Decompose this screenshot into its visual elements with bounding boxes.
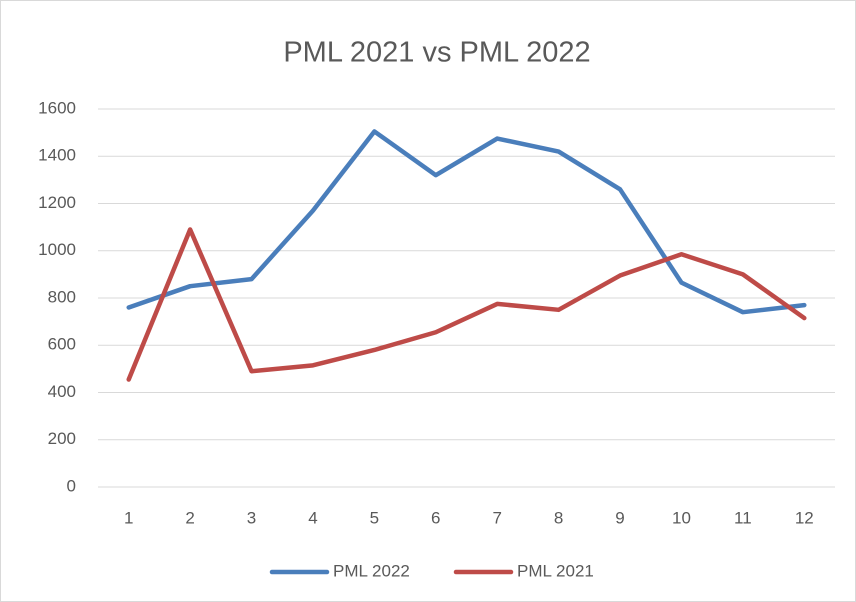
x-tick-label: 9 bbox=[615, 508, 624, 527]
y-tick-label: 1200 bbox=[38, 193, 76, 212]
x-tick-label: 2 bbox=[185, 508, 194, 527]
legend-label: PML 2022 bbox=[333, 561, 410, 580]
x-tick-label: 4 bbox=[308, 508, 317, 527]
x-tick-label: 7 bbox=[492, 508, 501, 527]
legend-label: PML 2021 bbox=[517, 561, 594, 580]
x-tick-label: 8 bbox=[554, 508, 563, 527]
series-line bbox=[126, 129, 807, 315]
series-line bbox=[126, 227, 807, 382]
x-tick-label: 1 bbox=[124, 508, 133, 527]
y-tick-label: 0 bbox=[67, 476, 76, 495]
y-tick-label: 200 bbox=[48, 429, 76, 448]
x-tick-label: 11 bbox=[734, 508, 752, 527]
x-tick-label: 3 bbox=[247, 508, 256, 527]
y-tick-label: 800 bbox=[48, 287, 76, 306]
x-tick-label: 5 bbox=[370, 508, 379, 527]
y-tick-label: 1400 bbox=[38, 146, 76, 165]
y-tick-label: 600 bbox=[48, 335, 76, 354]
x-tick-label: 10 bbox=[672, 508, 691, 527]
x-tick-label: 12 bbox=[795, 508, 814, 527]
y-tick-label: 400 bbox=[48, 382, 76, 401]
y-tick-label: 1600 bbox=[38, 98, 76, 117]
x-tick-label: 6 bbox=[431, 508, 440, 527]
chart-title: PML 2021 vs PML 2022 bbox=[283, 37, 590, 69]
y-tick-label: 1000 bbox=[38, 240, 76, 259]
